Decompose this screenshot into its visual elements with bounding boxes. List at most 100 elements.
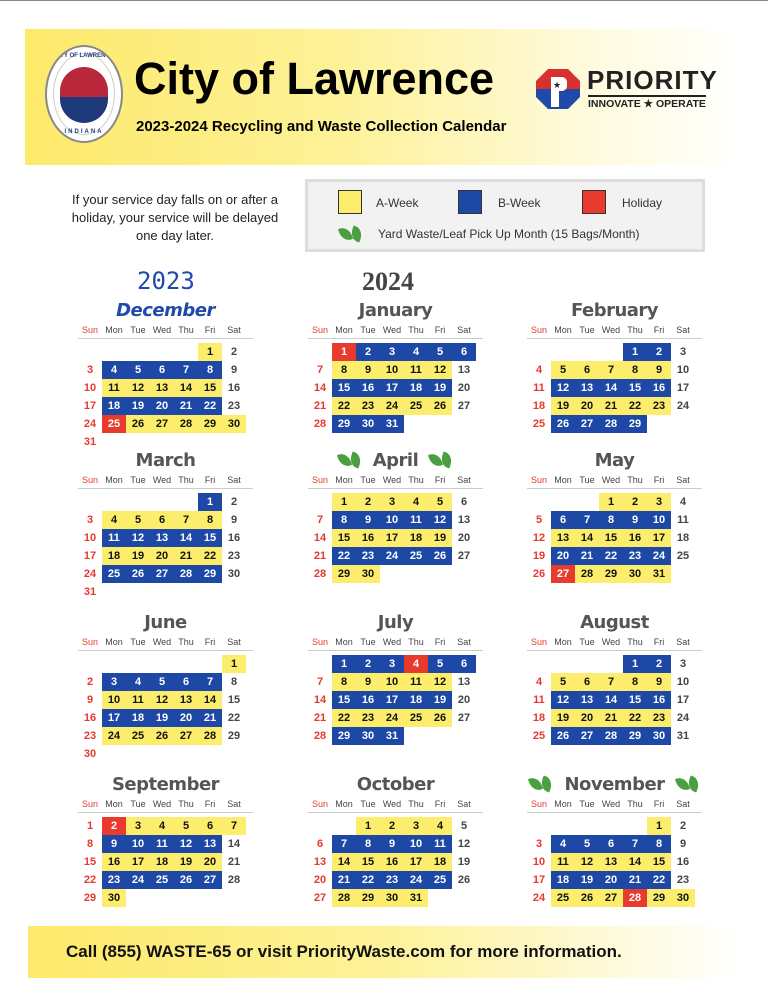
- day-cell: 3: [86, 514, 94, 526]
- day-cell-b-week: 15: [623, 379, 647, 397]
- day-grid: 1 2 3 4 5 6 7 8 9 10 11 12 13 14 15 16 17 18 19 20 21 22 23 24 2…: [527, 817, 702, 907]
- day-cell-b-week: 20: [150, 397, 174, 415]
- day-cell-a-week: 19: [174, 853, 198, 871]
- day-cell: 13: [457, 676, 471, 688]
- day-cell-b-week: 21: [332, 871, 356, 889]
- day-cell-b-week: 8: [599, 511, 623, 529]
- day-cell-a-week: 24: [380, 397, 404, 415]
- weekday-header: Sun Mon Tue Wed Thu Fri Sat: [308, 475, 483, 489]
- weekday-label: Fri: [434, 637, 446, 647]
- day-cell: 14: [227, 838, 241, 850]
- day-cell: 16: [676, 856, 690, 868]
- weekday-label: Wed: [601, 325, 621, 335]
- day-cell-b-week: 20: [174, 709, 198, 727]
- day-cell: 22: [227, 712, 241, 724]
- weekday-label: Fri: [653, 325, 665, 335]
- day-cell-b-week: 5: [428, 655, 452, 673]
- day-cell-b-week: 5: [428, 343, 452, 361]
- empty-cell: [126, 655, 150, 673]
- empty-cell: [126, 343, 150, 361]
- weekday-label: Tue: [130, 799, 146, 809]
- day-cell-a-week: 3: [126, 817, 150, 835]
- day-cell-b-week: 17: [380, 379, 404, 397]
- day-cell-a-week: 18: [102, 547, 126, 565]
- empty-cell: [308, 655, 332, 673]
- day-cell: 5: [535, 514, 543, 526]
- day-cell-a-week: 31: [404, 889, 428, 907]
- month-title: March: [135, 449, 196, 471]
- month-title: December: [116, 299, 215, 321]
- empty-cell: [174, 493, 198, 511]
- leaf-icon: [337, 225, 365, 243]
- day-cell: 4: [535, 364, 543, 376]
- weekday-header: Sun Mon Tue Wed Thu Fri Sat: [527, 325, 702, 339]
- empty-cell: [527, 343, 551, 361]
- month-february: February Sun Mon Tue Wed Thu Fri Sat 1 2 3 4 5 6 7 8 9 10…: [527, 299, 702, 433]
- day-cell-a-week: 8: [332, 361, 356, 379]
- empty-cell: [78, 493, 102, 511]
- weekday-label: Mon: [554, 799, 572, 809]
- weekday-header: Sun Mon Tue Wed Thu Fri Sat: [527, 799, 702, 813]
- day-cell: 6: [316, 838, 324, 850]
- day-cell: 10: [532, 856, 546, 868]
- leaf-icon: [336, 451, 363, 469]
- day-cell-a-week: 2: [623, 493, 647, 511]
- day-cell-b-week: 8: [356, 835, 380, 853]
- b-week-label: B-Week: [498, 196, 541, 210]
- empty-cell: [623, 817, 647, 835]
- weekday-label: Wed: [382, 799, 402, 809]
- day-cell-a-week: 30: [222, 415, 246, 433]
- day-cell-b-week: 29: [623, 415, 647, 433]
- weekday-label: Thu: [627, 475, 643, 485]
- day-cell-a-week: 1: [332, 493, 356, 511]
- day-cell-b-week: 7: [332, 835, 356, 853]
- day-cell-b-week: 21: [623, 871, 647, 889]
- weekday-label: Wed: [152, 325, 172, 335]
- day-cell: 18: [676, 532, 690, 544]
- day-cell-a-week: 5: [551, 361, 575, 379]
- weekday-label: Sat: [227, 475, 241, 485]
- day-cell-a-week: 4: [102, 511, 126, 529]
- day-cell-b-week: 19: [428, 379, 452, 397]
- seal-text-top: CITY OF LAWRENCE: [54, 53, 114, 59]
- month-april: April Sun Mon Tue Wed Thu Fri Sat 1 2 3 4 5 6 7 8 9 10 11 1…: [308, 449, 483, 583]
- weekday-label: Sat: [676, 325, 690, 335]
- day-cell-a-week: 24: [102, 727, 126, 745]
- weekday-label: Fri: [204, 637, 216, 647]
- day-cell: 10: [83, 532, 97, 544]
- day-cell-a-week: 30: [102, 889, 126, 907]
- weekday-label: Fri: [653, 799, 665, 809]
- weekday-label: Tue: [360, 799, 376, 809]
- day-cell-a-week: 16: [623, 529, 647, 547]
- weekday-label: Thu: [627, 325, 643, 335]
- day-cell: 14: [313, 382, 327, 394]
- day-cell-b-week: 29: [198, 565, 222, 583]
- day-cell-b-week: 27: [575, 727, 599, 745]
- weekday-header: Sun Mon Tue Wed Thu Fri Sat: [78, 325, 253, 339]
- day-cell-b-week: 6: [174, 673, 198, 691]
- day-cell-b-week: 12: [551, 379, 575, 397]
- day-cell-b-week: 26: [551, 415, 575, 433]
- day-cell-b-week: 25: [428, 871, 452, 889]
- empty-cell: [102, 343, 126, 361]
- day-cell-a-week: 11: [404, 361, 428, 379]
- day-cell: 9: [230, 364, 238, 376]
- day-cell-a-week: 22: [198, 547, 222, 565]
- day-cell-b-week: 14: [174, 529, 198, 547]
- day-cell: 12: [532, 532, 546, 544]
- day-cell-a-week: 2: [356, 493, 380, 511]
- day-cell: 9: [679, 838, 687, 850]
- day-cell-b-week: 20: [551, 547, 575, 565]
- day-cell-a-week: 5: [126, 511, 150, 529]
- day-cell-b-week: 24: [647, 547, 671, 565]
- day-cell-a-week: 23: [647, 709, 671, 727]
- day-cell-b-week: 1: [623, 655, 647, 673]
- day-cell: 3: [86, 364, 94, 376]
- weekday-label: Mon: [105, 637, 123, 647]
- weekday-label: Mon: [105, 799, 123, 809]
- weekday-label: Wed: [152, 637, 172, 647]
- day-cell: 15: [227, 694, 241, 706]
- day-cell-a-week: 12: [428, 361, 452, 379]
- empty-cell: [527, 655, 551, 673]
- day-cell-b-week: 10: [380, 511, 404, 529]
